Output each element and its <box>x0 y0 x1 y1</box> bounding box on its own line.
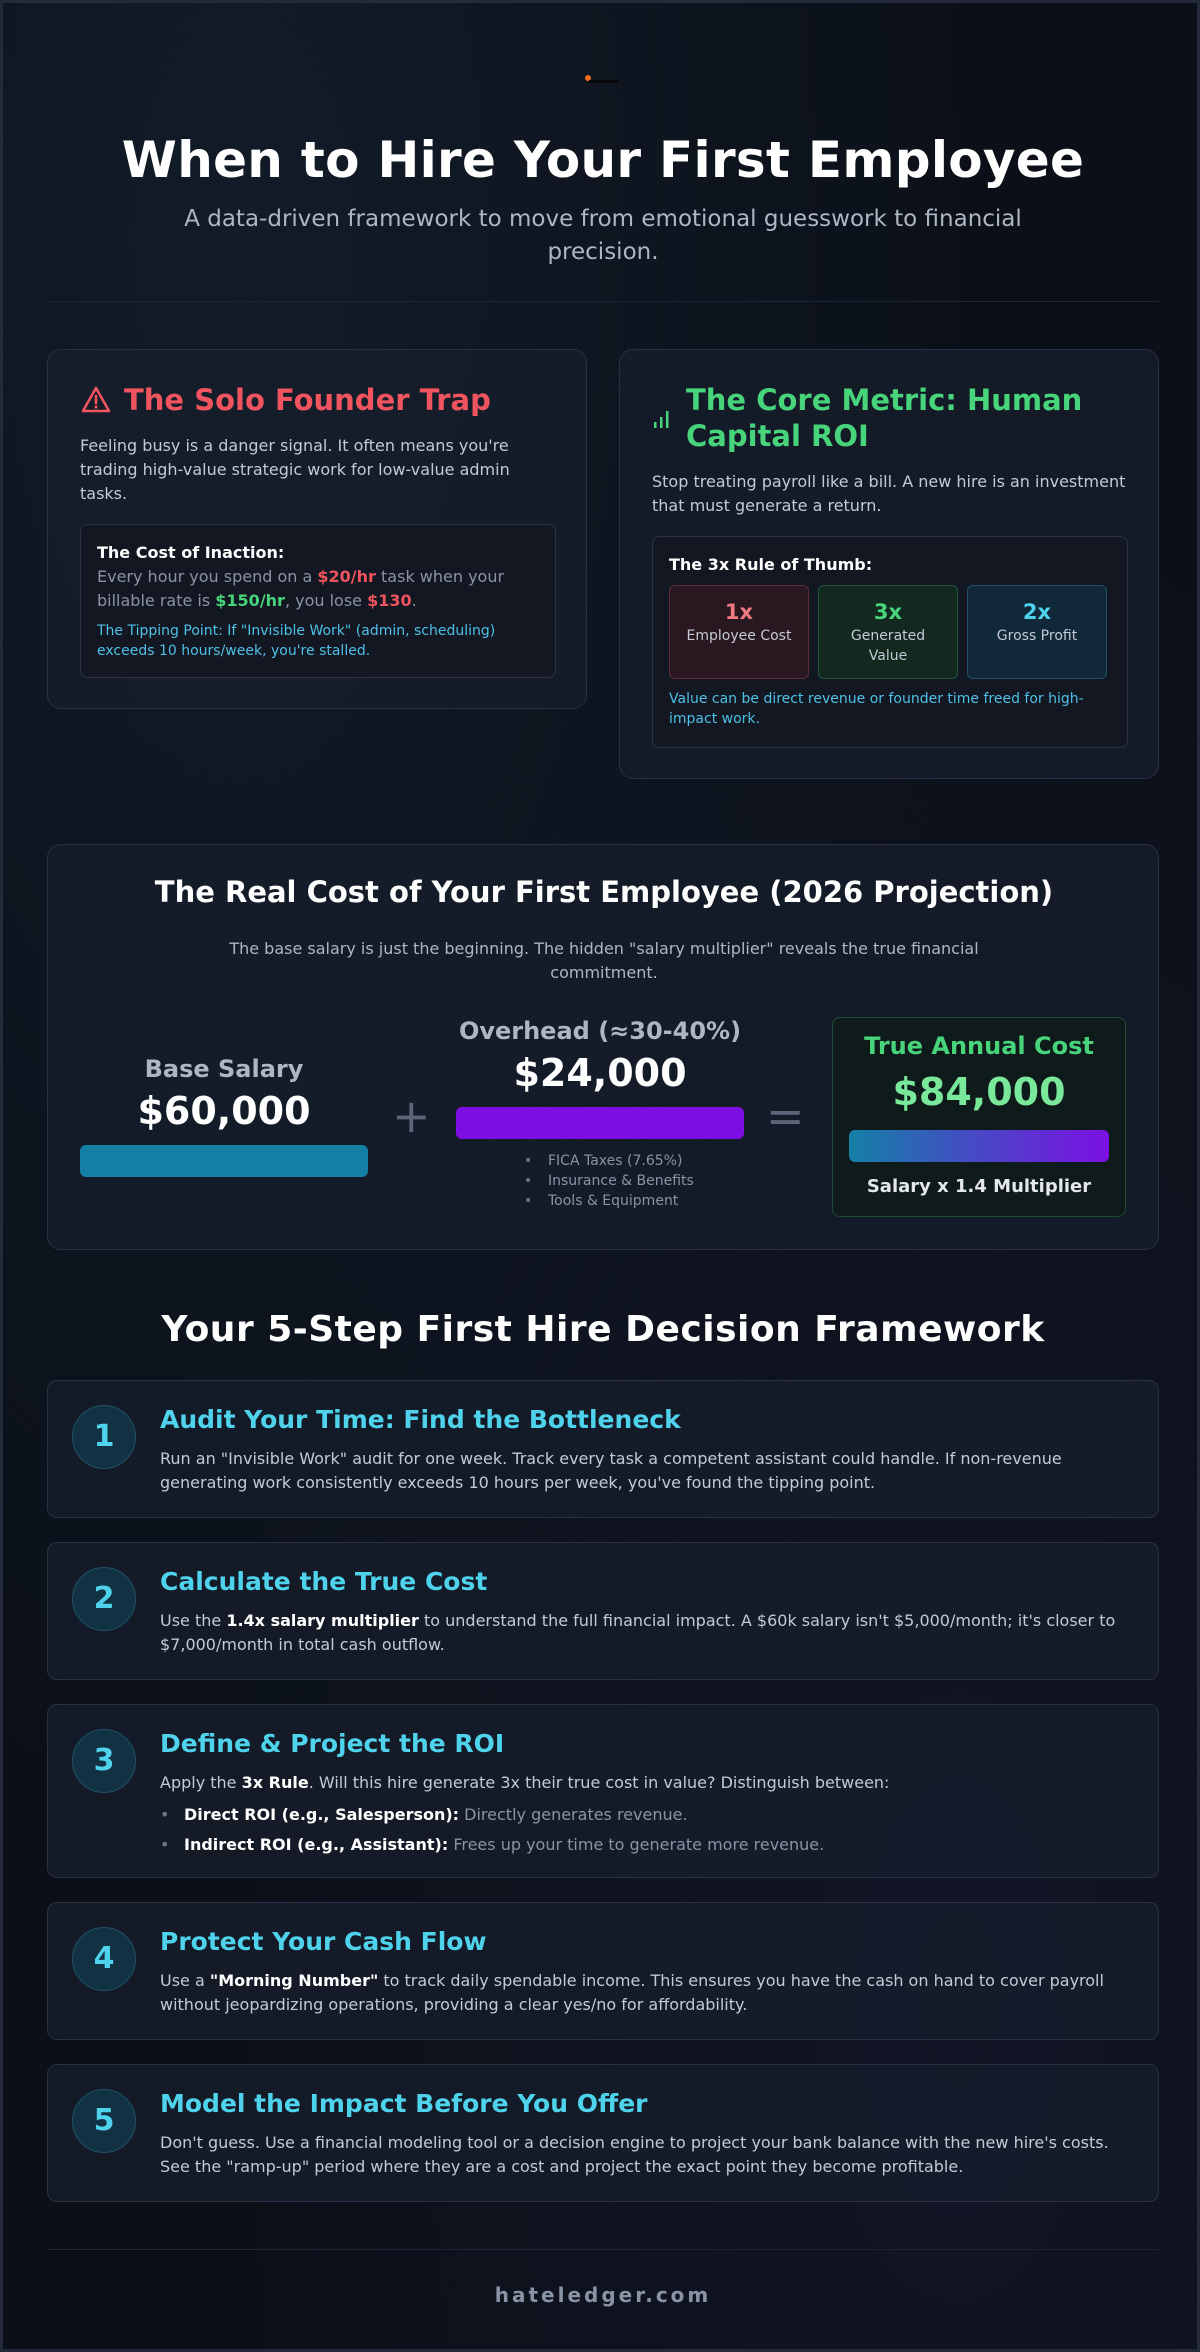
value-note: Value can be direct revenue or founder t… <box>669 691 1084 727</box>
base-salary-column: Base Salary $60,000 <box>80 1055 368 1177</box>
step-number: 2 <box>72 1567 136 1631</box>
step-number: 3 <box>72 1729 136 1793</box>
step-title: Model the Impact Before You Offer <box>160 2089 648 2118</box>
billable-rate: $150/hr <box>215 591 285 610</box>
base-salary-value: $60,000 <box>137 1089 311 1133</box>
logo-mark <box>585 75 621 85</box>
tipping-point-note: The Tipping Point: If "Invisible Work" (… <box>97 623 496 659</box>
step-body: Use the 1.4x salary multiplier to unders… <box>160 1611 1116 1654</box>
equals-sign: = <box>766 1089 805 1143</box>
multiplier-gross-profit: 2x Gross Profit <box>967 585 1107 679</box>
signal-bars-icon <box>652 408 672 430</box>
plus-sign: + <box>392 1089 431 1143</box>
page-subtitle: A data-driven framework to move from emo… <box>184 206 1022 265</box>
base-salary-label: Base Salary <box>144 1055 304 1083</box>
step-title: Calculate the True Cost <box>160 1567 488 1596</box>
footer-brand[interactable]: hateledger.com <box>494 2283 712 2307</box>
trap-title: The Solo Founder Trap <box>124 383 491 417</box>
true-annual-cost-box: True Annual Cost $84,000 Salary x 1.4 Mu… <box>832 1017 1126 1217</box>
multiplier-generated-value: 3x Generated Value <box>818 585 958 679</box>
step-1-card: 1 Audit Your Time: Find the Bottleneck R… <box>47 1380 1159 1518</box>
footer-divider <box>47 2249 1159 2250</box>
step-title: Define & Project the ROI <box>160 1729 505 1758</box>
step-body: Use a "Morning Number" to track daily sp… <box>160 1971 1104 2014</box>
multiplier-employee-cost: 1x Employee Cost <box>669 585 809 679</box>
step-body: Run an "Invisible Work" audit for one we… <box>160 1449 1062 1492</box>
step-title: Protect Your Cash Flow <box>160 1927 487 1956</box>
core-metric-title: The Core Metric: Human Capital ROI <box>686 383 1083 453</box>
cost-of-inaction-box: The Cost of Inaction: Every hour you spe… <box>80 524 556 678</box>
three-x-rule-box: The 3x Rule of Thumb: 1x Employee Cost 3… <box>652 536 1128 748</box>
step-3-card: 3 Define & Project the ROI Apply the 3x … <box>47 1704 1159 1878</box>
core-metric-card: The Core Metric: Human Capital ROI Stop … <box>619 349 1159 779</box>
overhead-value: $24,000 <box>513 1051 687 1095</box>
multiplier-note: Salary x 1.4 Multiplier <box>866 1176 1092 1197</box>
trap-description: Feeling busy is a danger signal. It ofte… <box>80 436 510 503</box>
step-number: 1 <box>72 1405 136 1469</box>
overhead-item: Insurance & Benefits <box>524 1171 744 1191</box>
overhead-items-list: FICA Taxes (7.65%) Insurance & Benefits … <box>524 1151 744 1211</box>
loss-amount: $130 <box>367 591 412 610</box>
step-body: Apply the 3x Rule. Will this hire genera… <box>160 1771 1130 1857</box>
step-title: Audit Your Time: Find the Bottleneck <box>160 1405 681 1434</box>
low-value-rate: $20/hr <box>317 567 376 586</box>
cost-of-inaction-text: Every hour you spend on a $20/hr task wh… <box>97 567 505 610</box>
overhead-bar <box>456 1107 744 1139</box>
base-salary-bar <box>80 1145 368 1177</box>
step-2-card: 2 Calculate the True Cost Use the 1.4x s… <box>47 1542 1159 1680</box>
three-x-rule-title: The 3x Rule of Thumb: <box>669 555 873 574</box>
core-metric-description: Stop treating payroll like a bill. A new… <box>652 472 1126 515</box>
step-5-card: 5 Model the Impact Before You Offer Don'… <box>47 2064 1159 2202</box>
step-body: Don't guess. Use a financial modeling to… <box>160 2133 1109 2176</box>
solo-founder-trap-card: The Solo Founder Trap Feeling busy is a … <box>47 349 587 709</box>
cost-of-inaction-title: The Cost of Inaction: <box>97 543 285 562</box>
real-cost-card: The Real Cost of Your First Employee (20… <box>47 844 1159 1250</box>
true-cost-bar <box>849 1130 1109 1162</box>
page-title: When to Hire Your First Employee <box>121 131 1085 189</box>
true-cost-value: $84,000 <box>892 1070 1066 1114</box>
overhead-item: FICA Taxes (7.65%) <box>524 1151 744 1171</box>
framework-title: Your 5-Step First Hire Decision Framewor… <box>161 1309 1045 1350</box>
overhead-label: Overhead (≈30-40%) <box>458 1017 742 1045</box>
step-4-card: 4 Protect Your Cash Flow Use a "Morning … <box>47 1902 1159 2040</box>
step-number: 4 <box>72 1927 136 1991</box>
real-cost-title: The Real Cost of Your First Employee (20… <box>154 875 1054 909</box>
roi-bullet-direct: Direct ROI (e.g., Salesperson): Directly… <box>160 1803 1130 1827</box>
step-number: 5 <box>72 2089 136 2153</box>
real-cost-subtitle: The base salary is just the beginning. T… <box>229 939 979 982</box>
overhead-column: Overhead (≈30-40%) $24,000 FICA Taxes (7… <box>456 1017 744 1211</box>
true-cost-label: True Annual Cost <box>864 1032 1094 1060</box>
overhead-item: Tools & Equipment <box>524 1191 744 1211</box>
header-divider <box>47 301 1159 302</box>
warning-icon <box>80 384 112 416</box>
roi-bullet-indirect: Indirect ROI (e.g., Assistant): Frees up… <box>160 1833 1130 1857</box>
